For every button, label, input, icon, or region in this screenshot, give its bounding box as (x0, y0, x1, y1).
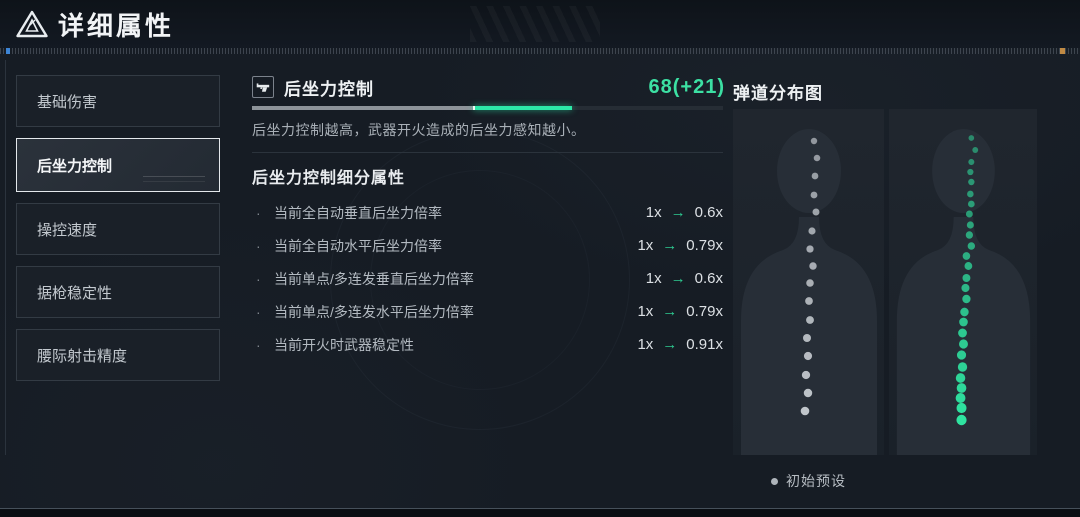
trajectory-preset-chart (741, 129, 877, 455)
app-logo-icon (16, 10, 48, 38)
stat-title: 后坐力控制 (284, 79, 374, 99)
section-divider (252, 152, 723, 153)
detail-row-3: · 当前单点/多连发垂直后坐力倍率 1x → 0.6x (252, 262, 723, 295)
trajectory-card-initial-preset (733, 109, 884, 455)
detail-row-label-wrap: · 当前全自动垂直后坐力倍率 (252, 203, 442, 223)
arrow-right-icon: → (670, 270, 686, 287)
detail-row-2: · 当前全自动水平后坐力倍率 1x → 0.79x (252, 229, 723, 262)
sidebar-tab-label: 腰际射击精度 (37, 347, 128, 365)
value-before: 1x (637, 237, 654, 254)
detail-row-values: 1x → 0.79x (637, 237, 723, 254)
sidebar-tab-label: 基础伤害 (37, 93, 98, 111)
detail-row-1: · 当前全自动垂直后坐力倍率 1x → 0.6x (252, 196, 723, 229)
background-emblem-inner-circle (370, 170, 590, 390)
detail-row-label: 当前单点/多连发垂直后坐力倍率 (274, 270, 474, 287)
bullet-icon: · (256, 336, 261, 353)
bottom-edge-strip (0, 508, 1080, 517)
trajectory-current-chart (896, 129, 1031, 455)
sidebar: 基础伤害后坐力控制操控速度据枪稳定性腰际射击精度 (16, 75, 220, 381)
detail-row-label: 当前全自动水平后坐力倍率 (274, 237, 442, 254)
value-after: 0.79x (686, 237, 723, 254)
value-after: 0.91x (686, 336, 723, 353)
details-section-title: 后坐力控制细分属性 (252, 170, 406, 187)
background-emblem-circle (330, 130, 630, 430)
details-rows: · 当前全自动垂直后坐力倍率 1x → 0.6x · 当前全自动水平后坐力倍率 1x → 0.79… (252, 196, 723, 361)
arrow-right-icon: → (662, 303, 678, 320)
sidebar-tab-1[interactable]: 基础伤害 (16, 75, 220, 127)
detail-row-values: 1x → 0.91x (637, 336, 723, 353)
stat-value: 68(+21) (648, 75, 725, 98)
detail-row-5: · 当前开火时武器稳定性 1x → 0.91x (252, 328, 723, 361)
detail-row-label: 当前全自动垂直后坐力倍率 (274, 204, 442, 221)
bullet-icon: · (256, 270, 261, 287)
sidebar-tab-3[interactable]: 操控速度 (16, 203, 220, 255)
arrow-right-icon: → (662, 336, 678, 353)
value-after: 0.6x (694, 204, 723, 221)
sidebar-tab-label: 后坐力控制 (37, 157, 113, 175)
trajectory-card-current (889, 109, 1037, 455)
sidebar-edge-line (5, 60, 6, 455)
detail-row-label-wrap: · 当前单点/多连发垂直后坐力倍率 (252, 269, 474, 289)
progress-bonus-segment (473, 106, 573, 110)
value-before: 1x (637, 303, 654, 320)
detail-row-label-wrap: · 当前单点/多连发水平后坐力倍率 (252, 302, 474, 322)
value-before: 1x (645, 204, 662, 221)
detail-row-label-wrap: · 当前开火时武器稳定性 (252, 335, 414, 355)
detail-row-values: 1x → 0.6x (646, 204, 723, 221)
stat-progress-bar (252, 106, 723, 110)
value-after: 0.6x (694, 270, 723, 287)
page-title: 详细属性 (58, 10, 175, 41)
ticker-orange-cap (1060, 48, 1065, 54)
value-after: 0.79x (686, 303, 723, 320)
detail-row-label-wrap: · 当前全自动水平后坐力倍率 (252, 236, 442, 256)
sidebar-tab-5[interactable]: 腰际射击精度 (16, 329, 220, 381)
ruler-ticker-strip (0, 48, 1080, 54)
stat-description: 后坐力控制越高，武器开火造成的后坐力感知越小。 (252, 122, 586, 138)
sidebar-tab-2[interactable]: 后坐力控制 (16, 138, 220, 192)
detail-row-label: 当前开火时武器稳定性 (274, 336, 414, 353)
detail-row-values: 1x → 0.6x (646, 270, 723, 287)
arrow-right-icon: → (662, 237, 678, 254)
header-bar: 详细属性 (0, 0, 1080, 48)
sidebar-tab-4[interactable]: 据枪稳定性 (16, 266, 220, 318)
arrow-right-icon: → (670, 204, 686, 221)
sidebar-tab-label: 操控速度 (37, 221, 98, 239)
trajectory-title: 弹道分布图 (733, 84, 823, 103)
stat-header: 后坐力控制 68(+21) (252, 75, 725, 99)
progress-base-segment (252, 106, 474, 110)
ticker-blue-cap (6, 48, 10, 54)
trajectory-legend: 初始预设 (733, 471, 884, 491)
detail-row-4: · 当前单点/多连发水平后坐力倍率 1x → 0.79x (252, 295, 723, 328)
value-before: 1x (645, 270, 662, 287)
pistol-icon (252, 76, 274, 98)
sidebar-tab-label: 据枪稳定性 (37, 284, 113, 302)
detail-row-label: 当前单点/多连发水平后坐力倍率 (274, 303, 474, 320)
legend-label: 初始预设 (786, 473, 846, 489)
bullet-icon: · (256, 237, 261, 254)
bullet-icon: · (256, 303, 261, 320)
value-before: 1x (637, 336, 654, 353)
bullet-icon: · (256, 204, 261, 221)
detail-row-values: 1x → 0.79x (637, 303, 723, 320)
legend-dot-icon (771, 477, 778, 485)
header-hatch-decoration (470, 6, 600, 42)
recoil-control-panel: 后坐力控制 68(+21) 后坐力控制越高，武器开火造成的后坐力感知越小。 后坐… (250, 60, 725, 460)
